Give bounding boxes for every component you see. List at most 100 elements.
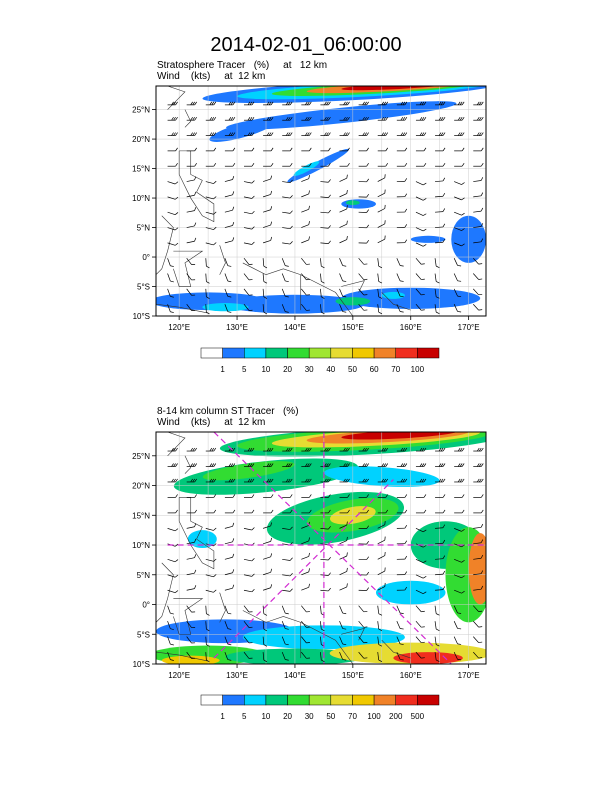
- wind-barb: [358, 288, 368, 296]
- wind-barb: [415, 528, 427, 533]
- wind-barb: [377, 621, 383, 632]
- colorbar-swatch: [417, 694, 440, 706]
- wind-barb: [377, 567, 386, 576]
- wind-barb: [339, 605, 347, 615]
- wind-barb: [358, 209, 370, 213]
- wind-barb: [320, 209, 331, 214]
- colorbar-swatch: [265, 347, 288, 359]
- wind-barb: [186, 538, 197, 545]
- wind-barb: [186, 509, 197, 514]
- y-tick-label: 0°: [142, 253, 150, 262]
- wind-barb: [454, 558, 465, 563]
- coastline: [178, 150, 215, 223]
- wind-barb: [396, 447, 408, 452]
- wind-barb: [377, 447, 389, 452]
- wind-barb: [205, 226, 217, 230]
- wind-barb: [205, 605, 210, 616]
- wind-barb: [339, 220, 348, 228]
- wind-barb: [186, 651, 196, 659]
- wind-barb: [205, 494, 217, 498]
- colorbar-label: 5: [242, 712, 247, 721]
- wind-barb: [435, 539, 446, 545]
- wind-barb: [473, 539, 484, 545]
- wind-barb: [224, 101, 236, 106]
- wind-barb: [434, 636, 440, 647]
- wind-barb: [262, 304, 268, 315]
- wind-barb: [473, 177, 484, 182]
- wind-barb: [167, 242, 179, 246]
- wind-barb: [396, 509, 408, 514]
- wind-barb: [415, 303, 425, 311]
- wind-barb: [435, 524, 446, 529]
- wind-barb: [167, 621, 174, 630]
- wind-barb: [415, 227, 427, 232]
- wind-barb: [473, 509, 484, 514]
- colorbar-label: 100: [411, 365, 425, 374]
- y-tick-label: 10°N: [132, 541, 150, 550]
- wind-barb: [281, 304, 289, 313]
- wind-barb: [244, 117, 255, 121]
- wind-barb: [224, 605, 232, 615]
- wind-barb: [262, 206, 273, 213]
- coastline: [184, 455, 192, 474]
- panel1-subtitle-line1: Stratosphere Tracer (%) at 12 km: [157, 60, 328, 71]
- wind-barb: [167, 528, 179, 532]
- wind-barb: [186, 163, 197, 167]
- wind-barb: [282, 463, 293, 467]
- wind-barb: [473, 207, 484, 213]
- wind-barb: [224, 237, 235, 244]
- colorbar-label: 20: [283, 365, 292, 374]
- wind-barb: [339, 101, 350, 106]
- wind-barb: [224, 191, 235, 198]
- wind-barb: [320, 179, 331, 183]
- wind-barb: [358, 494, 369, 498]
- colorbar-swatch: [244, 347, 267, 359]
- wind-barb: [262, 190, 273, 198]
- wind-barb: [473, 273, 483, 280]
- wind-barb: [396, 304, 404, 313]
- wind-barb: [396, 258, 404, 267]
- wind-barb: [281, 621, 289, 630]
- wind-barb: [224, 584, 235, 591]
- tracer-contour: [202, 303, 249, 312]
- wind-barb: [415, 620, 425, 628]
- wind-barb: [415, 509, 427, 514]
- wind-barb: [473, 463, 484, 467]
- wind-barb: [205, 117, 217, 121]
- wind-barb: [320, 273, 325, 284]
- coastline: [173, 598, 204, 635]
- wind-barb: [281, 636, 289, 646]
- wind-barb: [377, 204, 386, 213]
- wind-barb: [473, 117, 484, 121]
- wind-barb: [358, 178, 370, 183]
- wind-barb: [320, 447, 331, 452]
- wind-barb: [377, 258, 383, 269]
- wind-barb: [244, 447, 255, 452]
- x-tick-label: 120°E: [168, 323, 190, 332]
- wind-barb: [339, 567, 348, 576]
- wind-barb: [167, 101, 178, 106]
- wind-barb: [167, 258, 174, 267]
- y-tick-label: 5°S: [137, 283, 150, 292]
- wind-barb: [186, 117, 197, 121]
- wind-barb: [358, 605, 368, 613]
- colorbar-swatch: [373, 694, 396, 706]
- wind-barb: [415, 242, 427, 247]
- wind-barb: [358, 224, 370, 229]
- wind-barb: [358, 463, 369, 467]
- wind-barb: [167, 196, 179, 200]
- x-tick-label: 150°E: [342, 671, 364, 680]
- x-tick-label: 160°E: [400, 323, 422, 332]
- wind-barb: [282, 573, 293, 577]
- x-tick-label: 160°E: [400, 671, 422, 680]
- colorbar-swatch: [287, 694, 310, 706]
- coastlines: [156, 86, 411, 316]
- wind-barb: [415, 257, 425, 265]
- wind-barb: [435, 238, 446, 244]
- colorbar-swatch: [352, 347, 375, 359]
- wind-barb: [396, 101, 408, 106]
- wind-barb: [243, 605, 253, 613]
- wind-barb: [339, 521, 348, 529]
- wind-barb: [320, 147, 331, 152]
- wind-barb: [301, 175, 310, 182]
